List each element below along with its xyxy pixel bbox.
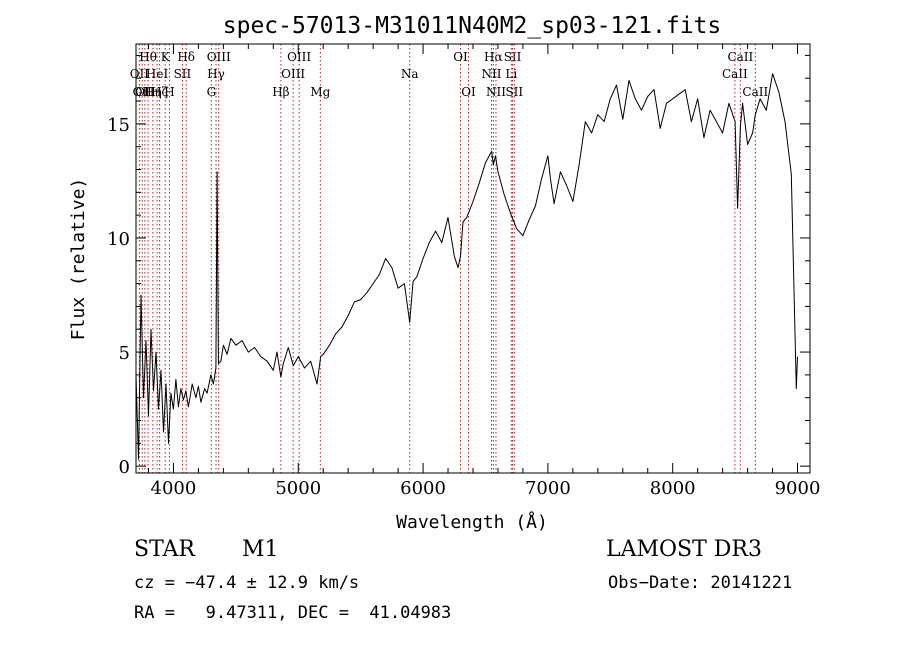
object-class: STAR — [134, 537, 195, 562]
x-tick-label: 7000 — [525, 478, 571, 499]
line-marker-label: Hδ — [177, 50, 195, 64]
line-marker-label: OII — [133, 85, 153, 99]
x-tick-label: 9000 — [775, 478, 821, 499]
plot-frame — [135, 43, 811, 474]
line-marker-label: Na — [401, 67, 419, 81]
line-marker-label: Hβ — [272, 85, 289, 99]
coordinates: RA = 9.47311, DEC = 41.04983 — [134, 603, 452, 623]
line-marker-label: OIII — [207, 50, 231, 64]
line-marker-label: SII — [174, 67, 192, 81]
line-marker-label: OII — [135, 85, 155, 99]
line-marker-label: SII — [505, 85, 523, 99]
line-marker-label: OI — [453, 50, 468, 64]
axis-ticks: 4000 5000 6000 7000 8000 9000 0 5 10 15 — [107, 44, 820, 499]
line-marker-label: Mg — [310, 85, 330, 99]
x-tick-label: 6000 — [400, 478, 446, 499]
spectrum-line-0 — [135, 73, 798, 460]
survey-release: LAMOST DR3 — [606, 537, 762, 562]
object-subclass: M1 — [242, 537, 279, 562]
line-marker-label: SII — [504, 50, 522, 64]
line-marker-label: G — [207, 85, 217, 99]
y-tick-label: 0 — [119, 457, 130, 478]
line-marker-label: OIII — [281, 67, 305, 81]
y-tick-label: 15 — [107, 115, 130, 136]
x-axis-label: Wavelength (Å) — [396, 511, 548, 533]
line-marker-label: CaII — [727, 50, 753, 64]
line-marker-label: OI — [461, 85, 476, 99]
y-axis-label: Flux (relative) — [68, 178, 89, 341]
line-marker-label: CaII — [742, 85, 768, 99]
y-tick-label: 5 — [119, 343, 130, 364]
line-marker-label: Hζ — [151, 85, 168, 99]
chart-title: spec-57013-M31011N40M2_sp03-121.fits — [223, 13, 722, 39]
x-tick-label: 5000 — [275, 478, 321, 499]
line-marker-label: CaII — [722, 67, 748, 81]
line-marker-label: K — [161, 50, 171, 64]
line-marker-label: OIII — [287, 50, 311, 64]
line-marker-label: HeI — [146, 67, 169, 81]
y-tick-label: 10 — [107, 229, 130, 250]
series-layer — [135, 73, 798, 460]
redshift-cz: cz = −47.4 ± 12.9 km/s — [134, 573, 360, 593]
line-marker-label: NII — [481, 67, 501, 81]
line-marker-label: Hγ — [207, 67, 225, 81]
x-tick-label: 4000 — [151, 478, 197, 499]
line-marker-label: Hθ — [139, 50, 157, 64]
line-marker-label: H — [164, 85, 174, 99]
line-marker-label: Hα — [484, 50, 503, 64]
observation-date: Obs−Date: 20141221 — [608, 573, 793, 593]
emission-line-markers: OIIOIIOIIHθHηHeIHζKHSIIHδGHγOIIIHβOIIIOI… — [130, 44, 768, 473]
line-marker-label: NII — [486, 85, 506, 99]
line-marker-label: Li — [505, 67, 517, 81]
x-tick-label: 8000 — [650, 478, 696, 499]
